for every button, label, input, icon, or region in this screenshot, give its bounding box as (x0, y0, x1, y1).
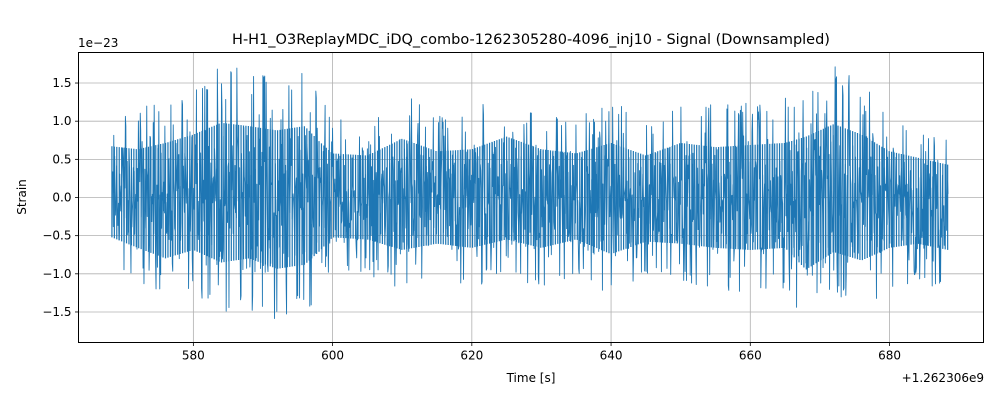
x-tick-label: 580 (182, 349, 205, 363)
x-offset-label: +1.262306e9 (902, 371, 984, 385)
y-tick-label: 1.5 (52, 76, 71, 90)
y-tick-label: 1.0 (52, 114, 71, 128)
signal-band (111, 122, 949, 270)
x-axis: 580 600 620 640 660 680 (182, 342, 901, 363)
x-tick-label: 680 (878, 349, 901, 363)
y-scale-label: 1e−23 (78, 36, 118, 50)
series-layer (111, 66, 949, 319)
y-tick-label: −1.0 (42, 267, 71, 281)
x-tick-label: 640 (600, 349, 623, 363)
y-tick-label: 0.5 (52, 152, 71, 166)
x-axis-label: Time [s] (506, 371, 556, 385)
y-axis-label: Strain (15, 179, 29, 215)
y-tick-label: −1.5 (42, 305, 71, 319)
x-tick-label: 620 (460, 349, 483, 363)
y-tick-label: −0.5 (42, 229, 71, 243)
x-tick-label: 660 (739, 349, 762, 363)
y-tick-label: 0.0 (52, 191, 71, 205)
chart-title: H-H1_O3ReplayMDC_iDQ_combo-1262305280-40… (232, 32, 830, 48)
y-axis: −1.5 −1.0 −0.5 0.0 0.5 1.0 1.5 (42, 76, 79, 319)
x-tick-label: 600 (321, 349, 344, 363)
